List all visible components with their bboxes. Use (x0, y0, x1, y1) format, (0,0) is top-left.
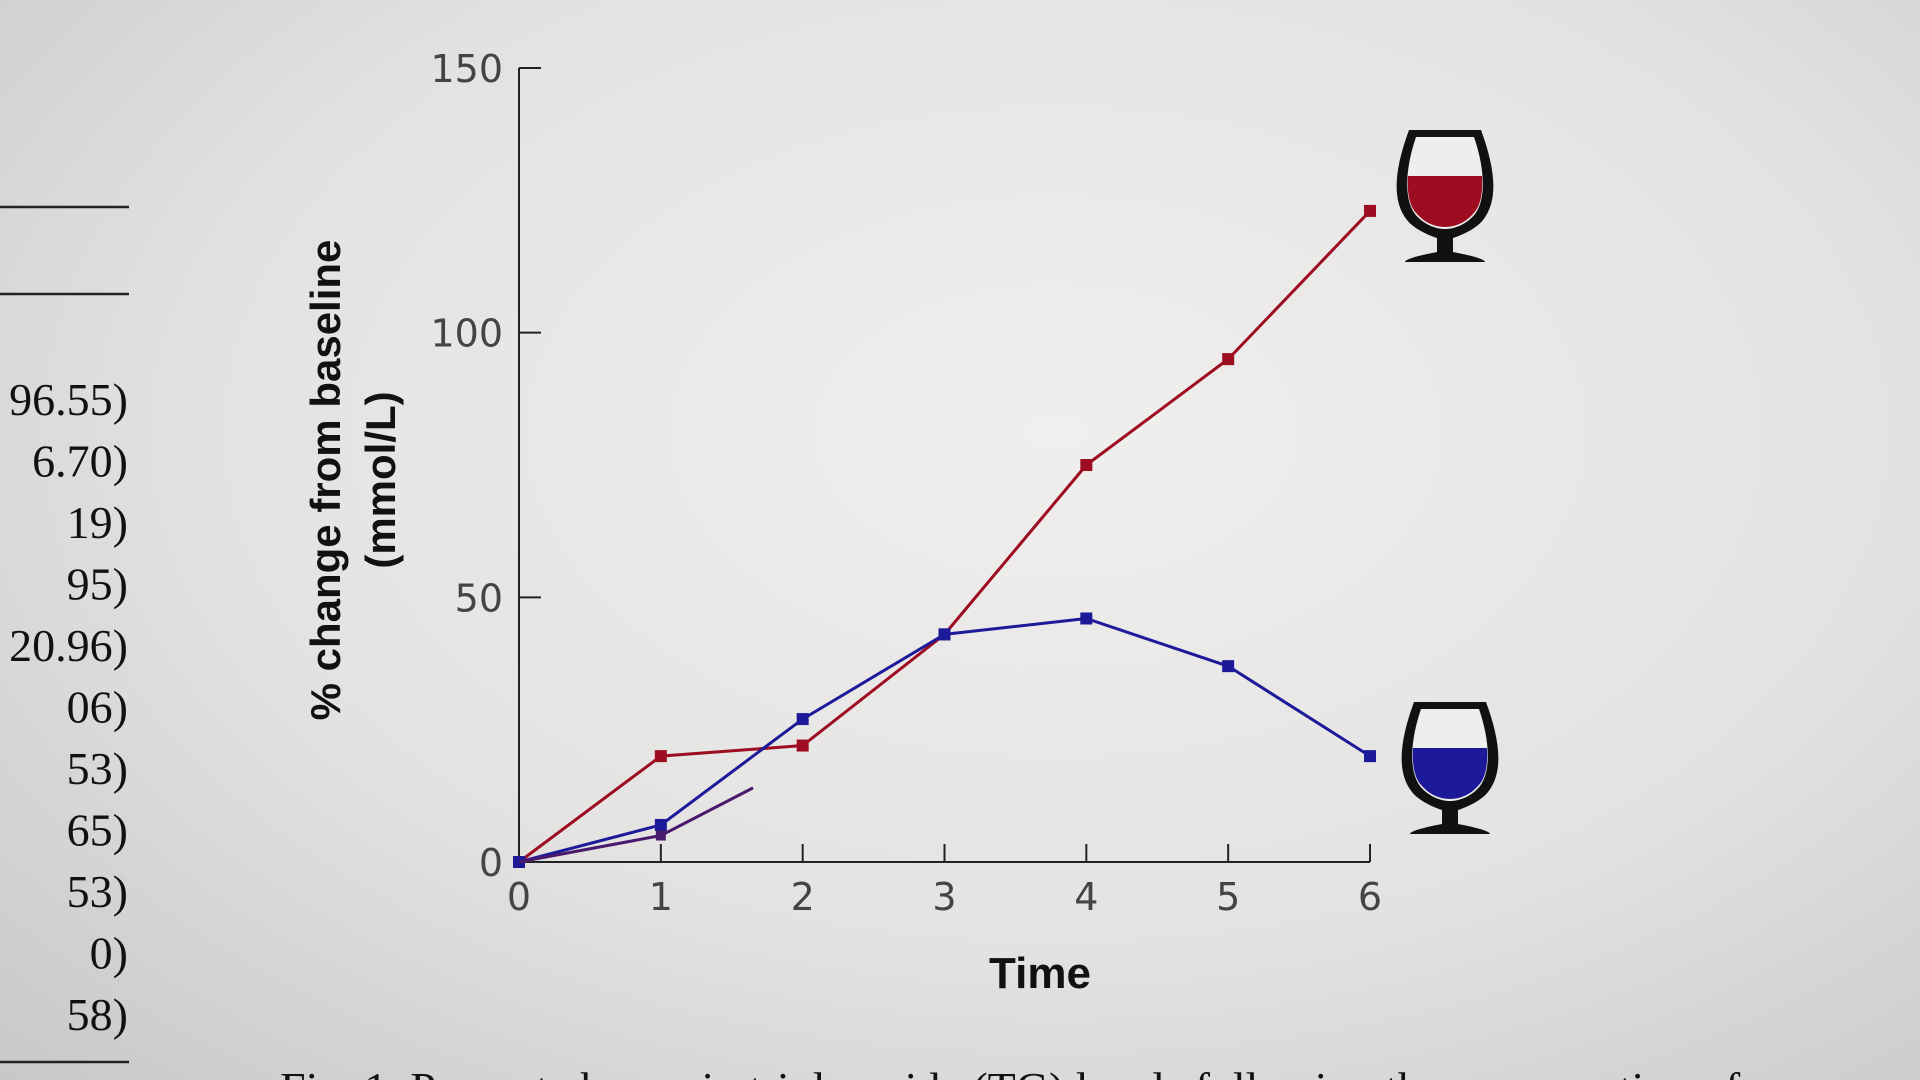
table-row-value: 20.96) (9, 620, 128, 671)
y-axis-label-line1: % change from baseline (302, 240, 349, 721)
line-chart: 0 50 100 150 0 1 2 3 4 5 6 Time % change from bas… (302, 47, 1382, 998)
series-2-point (1364, 750, 1376, 763)
extra-segment-1 (518, 786, 754, 864)
table-row-value: 53) (67, 743, 128, 794)
series-line-1 (518, 209, 1372, 864)
y-axis-label-line2: (mmol/L) (357, 391, 404, 568)
x-tick-label: 4 (1074, 875, 1098, 919)
y-axis-label: % change from baseline (mmol/L) (302, 240, 404, 721)
table-row-value: 58) (67, 989, 128, 1040)
y-tick-label: 100 (430, 312, 503, 356)
table-row-value: 65) (67, 805, 128, 856)
series-2-point (1080, 612, 1093, 625)
x-axis-label: Time (989, 949, 1091, 998)
table-row-value: 19) (67, 497, 128, 548)
series-1-point (796, 739, 809, 752)
series-1-point (1080, 459, 1093, 471)
series-1-point (1222, 353, 1235, 366)
y-tick-label: 50 (455, 576, 503, 620)
x-axis-ticks: 0 1 2 3 4 5 6 (507, 844, 1382, 919)
series-line-2 (518, 616, 1371, 864)
table-row-value: 0) (90, 928, 128, 979)
y-tick-label: 0 (479, 841, 503, 885)
x-tick-label: 3 (932, 875, 956, 919)
x-tick-label: 2 (791, 875, 815, 919)
table-row-value: 6.70) (32, 436, 128, 487)
y-tick-label: 150 (430, 47, 503, 91)
series-2-point (796, 713, 809, 726)
x-tick-label: 6 (1358, 875, 1382, 919)
extra-segment-point (655, 830, 666, 841)
x-tick-label: 1 (649, 875, 673, 919)
figure-caption: Fig. 1. Percent change in triglyceride (… (280, 1063, 1741, 1080)
y-axis-ticks: 0 50 100 150 (430, 47, 541, 885)
series-1-point (654, 750, 667, 763)
left-table: 96.55) 6.70) 19) 95) 20.96) 06) 53) 65) 53) 0) 58) (0, 205, 129, 1064)
table-row-value: 53) (67, 866, 128, 917)
series-2-point (654, 818, 667, 831)
table-row-value: 95) (67, 559, 128, 610)
series-layer (513, 204, 1376, 868)
x-tick-label: 0 (507, 875, 531, 919)
table-row-value: 06) (67, 682, 128, 733)
series-2-point (1222, 660, 1235, 673)
white-wine-glass-icon (1401, 702, 1499, 834)
series-2-point (938, 628, 951, 641)
red-wine-glass-icon (1396, 130, 1494, 262)
x-tick-label: 5 (1216, 875, 1240, 919)
table-row-value: 96.55) (9, 374, 128, 425)
series-1-point (1364, 204, 1376, 217)
